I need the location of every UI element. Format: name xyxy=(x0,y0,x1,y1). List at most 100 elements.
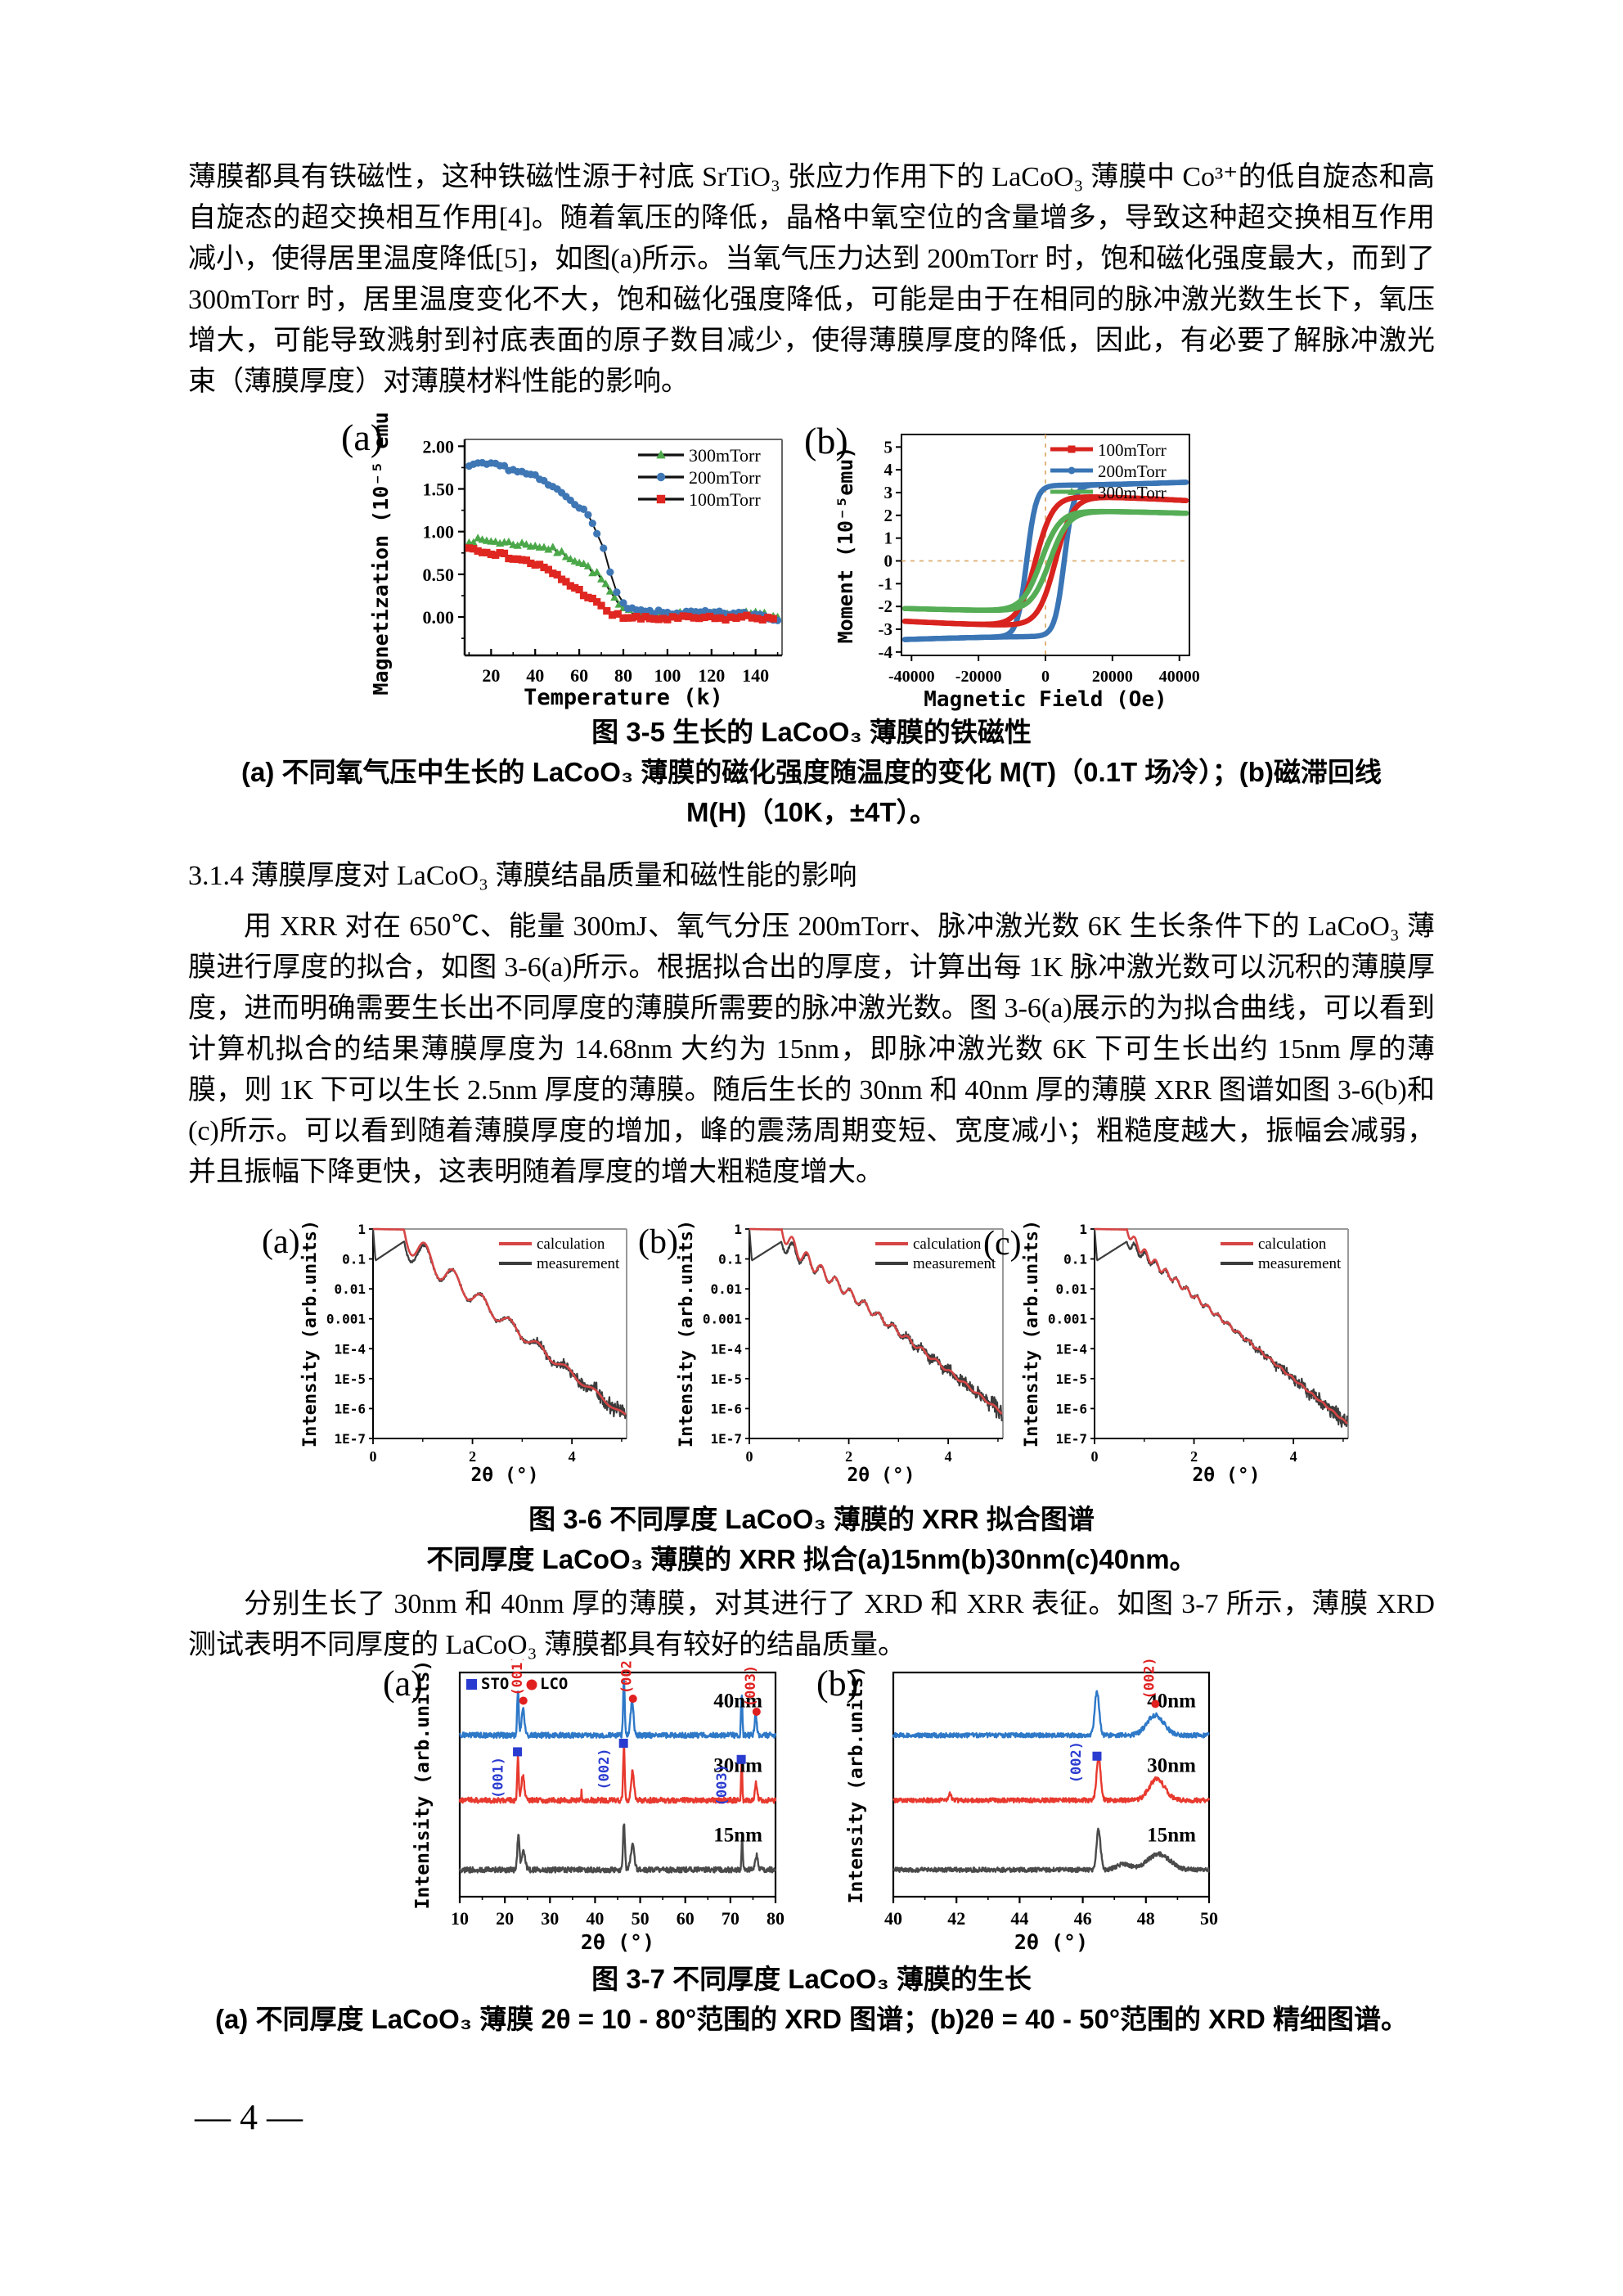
svg-text:Intensity (arb.units): Intensity (arb.units) xyxy=(846,1666,867,1904)
svg-text:2θ (°): 2θ (°) xyxy=(470,1465,538,1486)
svg-text:2θ (°): 2θ (°) xyxy=(1192,1465,1260,1486)
svg-text:1E-7: 1E-7 xyxy=(1055,1431,1087,1447)
svg-text:20: 20 xyxy=(496,1908,514,1929)
svg-text:70: 70 xyxy=(722,1908,740,1929)
svg-text:1: 1 xyxy=(734,1222,742,1237)
svg-text:60: 60 xyxy=(677,1908,695,1929)
svg-text:1: 1 xyxy=(357,1222,366,1237)
svg-text:1.00: 1.00 xyxy=(423,522,455,542)
fig-3-6c-xrr-chart: 1 0.1 0.01 0.001 1E-4 1E-5 1E-6 1E-70 2 4 2θ (°) In… xyxy=(1022,1220,1349,1486)
svg-text:2.00: 2.00 xyxy=(423,436,455,457)
svg-text:(002): (002) xyxy=(1068,1741,1085,1783)
fig-3-5-caption-line3: M(H)（10K，±4T）。 xyxy=(686,797,937,827)
fig-3-7-panel-b-label: (b) xyxy=(816,1663,859,1704)
svg-text:-20000: -20000 xyxy=(955,668,1002,686)
svg-text:4: 4 xyxy=(569,1448,576,1465)
svg-text:42: 42 xyxy=(947,1908,965,1929)
svg-text:2: 2 xyxy=(1190,1448,1198,1465)
svg-text:100mTorr: 100mTorr xyxy=(689,489,761,510)
svg-text:50: 50 xyxy=(632,1908,650,1929)
svg-text:Magnetic Field (Oe): Magnetic Field (Oe) xyxy=(924,687,1167,712)
svg-text:40: 40 xyxy=(526,665,544,686)
svg-text:1E-4: 1E-4 xyxy=(334,1341,366,1357)
svg-text:1E-6: 1E-6 xyxy=(1055,1401,1087,1416)
svg-text:46: 46 xyxy=(1074,1908,1092,1929)
svg-text:Intensity (arb.units): Intensity (arb.units) xyxy=(1022,1220,1042,1447)
svg-text:Temperature (k): Temperature (k) xyxy=(524,685,723,710)
fig-3-5-panel-b-label: (b) xyxy=(804,420,848,461)
svg-text:2θ (°): 2θ (°) xyxy=(847,1465,915,1486)
svg-text:2θ (°): 2θ (°) xyxy=(581,1930,654,1954)
svg-text:1E-4: 1E-4 xyxy=(710,1341,742,1357)
svg-text:200mTorr: 200mTorr xyxy=(689,467,761,488)
svg-text:40000: 40000 xyxy=(1159,668,1200,686)
svg-text:44: 44 xyxy=(1010,1908,1028,1929)
svg-text:calculation: calculation xyxy=(913,1236,982,1253)
svg-text:Intensity (arb.units): Intensity (arb.units) xyxy=(300,1220,321,1447)
fig-3-7-caption-line2: (a) 不同厚度 LaCoO₃ 薄膜 2θ = 10 - 80°范围的 XRD … xyxy=(214,2004,1409,2034)
svg-text:1E-6: 1E-6 xyxy=(334,1401,366,1416)
svg-text:(002): (002) xyxy=(1141,1659,1158,1699)
svg-text:Intenisity (arb.units): Intenisity (arb.units) xyxy=(412,1660,434,1910)
fig-3-5-caption-line2: (a) 不同氧气压中生长的 LaCoO₃ 薄膜的磁化强度随温度的变化 M(T)（… xyxy=(241,757,1382,787)
svg-text:0.1: 0.1 xyxy=(718,1252,742,1267)
svg-text:1E-6: 1E-6 xyxy=(710,1401,742,1416)
fig-3-6b-xrr-chart: 1 0.1 0.01 0.001 1E-4 1E-5 1E-6 1E-70 2 4 2θ (°) In… xyxy=(677,1220,1004,1486)
fig-3-5-panel-a-label: (a) xyxy=(341,416,384,458)
svg-text:0: 0 xyxy=(370,1448,377,1465)
svg-text:2: 2 xyxy=(469,1448,476,1465)
svg-text:2: 2 xyxy=(845,1448,852,1465)
fig-3-6-panel-a-label: (a) xyxy=(262,1223,300,1261)
svg-text:0.1: 0.1 xyxy=(1063,1252,1087,1267)
svg-text:calculation: calculation xyxy=(537,1236,605,1253)
svg-text:1E-4: 1E-4 xyxy=(1055,1341,1087,1357)
svg-text:0: 0 xyxy=(1041,668,1050,686)
fig-3-5b-hysteresis-chart: -4 -3 -2 -1 0 1 2 3 4 5 -40000 -20000 0 20000 40000Mag… xyxy=(834,434,1200,712)
svg-text:-40000: -40000 xyxy=(888,668,935,686)
svg-text:5: 5 xyxy=(884,437,893,457)
svg-text:1E-5: 1E-5 xyxy=(1055,1371,1087,1387)
fig-3-6-panel-c-label: (c) xyxy=(983,1225,1022,1263)
svg-text:20: 20 xyxy=(482,665,500,686)
svg-text:20000: 20000 xyxy=(1092,668,1133,686)
svg-text:60: 60 xyxy=(570,665,588,686)
fig-3-6-caption-line2: 不同厚度 LaCoO₃ 薄膜的 XRR 拟合(a)15nm(b)30nm(c)4… xyxy=(426,1544,1197,1574)
svg-text:120: 120 xyxy=(698,665,725,686)
paragraph-2: 用 XRR 对在 650℃、能量 300mJ、氧气分压 200mTorr、脉冲激… xyxy=(188,912,1435,1187)
fig-3-6-caption-title: 图 3-6 不同厚度 LaCoO₃ 薄膜的 XRR 拟合图谱 xyxy=(528,1504,1095,1534)
svg-text:1E-5: 1E-5 xyxy=(334,1371,366,1387)
svg-text:(002): (002) xyxy=(596,1748,613,1790)
svg-text:100: 100 xyxy=(654,665,681,686)
svg-text:50: 50 xyxy=(1200,1908,1218,1929)
svg-text:0: 0 xyxy=(884,551,893,570)
svg-text:15nm: 15nm xyxy=(1147,1825,1196,1847)
svg-text:1E-7: 1E-7 xyxy=(334,1431,366,1447)
svg-text:0.1: 0.1 xyxy=(342,1252,366,1267)
svg-text:0.001: 0.001 xyxy=(1048,1312,1087,1327)
svg-text:4: 4 xyxy=(945,1448,952,1465)
svg-text:0.01: 0.01 xyxy=(1055,1281,1087,1297)
svg-text:4: 4 xyxy=(884,460,893,479)
svg-text:(001): (001) xyxy=(491,1757,507,1799)
svg-text:-4: -4 xyxy=(879,642,893,662)
section-heading: 3.1.4 薄膜厚度对 LaCoO₃ 薄膜结晶质量和磁性能的影响 xyxy=(188,861,857,891)
svg-text:1.50: 1.50 xyxy=(423,479,455,500)
svg-text:2: 2 xyxy=(884,506,893,525)
svg-text:30nm: 30nm xyxy=(1147,1755,1196,1777)
svg-text:measurement: measurement xyxy=(913,1255,996,1272)
svg-text:10: 10 xyxy=(451,1908,469,1929)
svg-text:1E-5: 1E-5 xyxy=(710,1371,742,1387)
svg-text:0: 0 xyxy=(746,1448,753,1465)
svg-text:40: 40 xyxy=(884,1908,902,1929)
svg-text:calculation: calculation xyxy=(1258,1236,1327,1253)
svg-text:measurement: measurement xyxy=(537,1255,620,1272)
svg-text:LCO: LCO xyxy=(540,1675,568,1693)
svg-text:0.50: 0.50 xyxy=(423,565,455,585)
svg-text:(001): (001) xyxy=(510,1659,526,1696)
svg-text:-2: -2 xyxy=(879,597,893,616)
svg-text:80: 80 xyxy=(614,665,632,686)
svg-text:0.001: 0.001 xyxy=(703,1312,742,1327)
fig-3-7-panel-a-label: (a) xyxy=(383,1663,423,1704)
svg-text:0: 0 xyxy=(1091,1448,1099,1465)
